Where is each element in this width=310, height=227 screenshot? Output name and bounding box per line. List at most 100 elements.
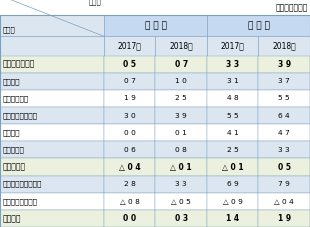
Text: 1 0: 1 0 [175,78,187,84]
Bar [207,175,259,193]
Bar [259,158,310,175]
Bar [0,73,104,90]
Bar [0,124,104,141]
Text: （東京都区部）: （東京都区部） [2,112,38,119]
Text: 0 5: 0 5 [278,163,291,172]
Text: 6 9: 6 9 [227,181,239,187]
Text: 0 3: 0 3 [175,214,188,223]
Bar [104,193,156,210]
Bar [156,193,207,210]
Bar [156,90,207,107]
Text: （変動率：％）: （変動率：％） [276,3,308,12]
Text: 0 5: 0 5 [123,60,136,69]
Bar [104,107,156,124]
Bar [0,36,104,56]
Text: 5 5: 5 5 [278,96,290,101]
Text: 0 7: 0 7 [124,78,136,84]
Text: 大阪圏: 大阪圏 [2,129,20,136]
Bar [104,175,156,193]
Text: 1 9: 1 9 [124,96,136,101]
Bar [207,210,259,227]
Text: 用途別: 用途別 [89,0,101,5]
Text: 0 1: 0 1 [175,130,187,136]
Text: 圏域別: 圏域別 [2,26,15,33]
Text: 5 5: 5 5 [227,113,239,118]
Text: 6 4: 6 4 [278,113,290,118]
Bar [259,193,310,210]
Bar [104,36,156,56]
Bar [156,124,207,141]
Bar [207,73,259,90]
Text: 地方圏平均: 地方圏平均 [2,163,26,172]
Bar [259,124,310,141]
Bar [259,141,310,158]
Bar [0,193,104,210]
Bar [207,141,259,158]
Text: 2 5: 2 5 [227,147,239,153]
Text: 2 5: 2 5 [175,96,187,101]
Text: △ 0 1: △ 0 1 [222,163,244,172]
Text: 2017年: 2017年 [118,42,142,50]
Bar [207,107,259,124]
Bar [207,90,259,107]
Bar [259,210,310,227]
Bar [0,210,104,227]
Text: 7 9: 7 9 [278,181,290,187]
Text: △ 0 9: △ 0 9 [223,198,243,204]
Bar [104,90,156,107]
Text: 4 7: 4 7 [278,130,290,136]
Bar [207,158,259,175]
Text: （東京都）: （東京都） [2,95,29,102]
Text: 4 1: 4 1 [227,130,239,136]
Text: △ 0 1: △ 0 1 [170,163,192,172]
Bar [104,141,156,158]
Text: 0 8: 0 8 [175,147,187,153]
Text: 3 1: 3 1 [227,78,239,84]
Bar [156,210,207,227]
Bar [259,175,310,193]
Bar [156,107,207,124]
Bar [259,36,310,56]
Bar [104,158,156,175]
Text: 1 4: 1 4 [226,214,239,223]
Text: 住 宅 地: 住 宅 地 [144,21,166,30]
Text: 3 9: 3 9 [175,113,187,118]
Bar [0,90,104,107]
Text: 2018年: 2018年 [272,42,296,50]
Bar [0,141,104,158]
Bar [207,36,259,56]
Bar [207,193,259,210]
Text: 2018年: 2018年 [169,42,193,50]
Bar [207,56,259,73]
Bar [104,73,156,90]
Text: 名古屋圏: 名古屋圏 [2,147,24,153]
Bar [207,124,259,141]
Bar [156,175,207,193]
Bar [104,15,207,36]
Text: 3 3: 3 3 [278,147,290,153]
Bar [156,141,207,158]
Text: 全国平均: 全国平均 [2,214,21,223]
Text: △ 0 8: △ 0 8 [120,198,140,204]
Bar [259,90,310,107]
Text: 三大都市圏平均: 三大都市圏平均 [2,60,35,69]
Bar [104,56,156,73]
Bar [104,124,156,141]
Text: 0 6: 0 6 [124,147,135,153]
Bar [259,107,310,124]
Bar [104,210,156,227]
Bar [259,56,310,73]
Text: 2017年: 2017年 [221,42,245,50]
Text: 商 業 地: 商 業 地 [248,21,269,30]
Text: 3 3: 3 3 [175,181,187,187]
Text: △ 0 5: △ 0 5 [171,198,191,204]
Text: 3 3: 3 3 [226,60,239,69]
Text: 4 8: 4 8 [227,96,239,101]
Text: 0 0: 0 0 [124,130,136,136]
Bar [207,15,310,36]
Text: 地方圏　その他: 地方圏 その他 [2,198,38,205]
Text: 3 0: 3 0 [124,113,135,118]
Text: 3 9: 3 9 [278,60,291,69]
Bar [259,73,310,90]
Text: 0 7: 0 7 [175,60,188,69]
